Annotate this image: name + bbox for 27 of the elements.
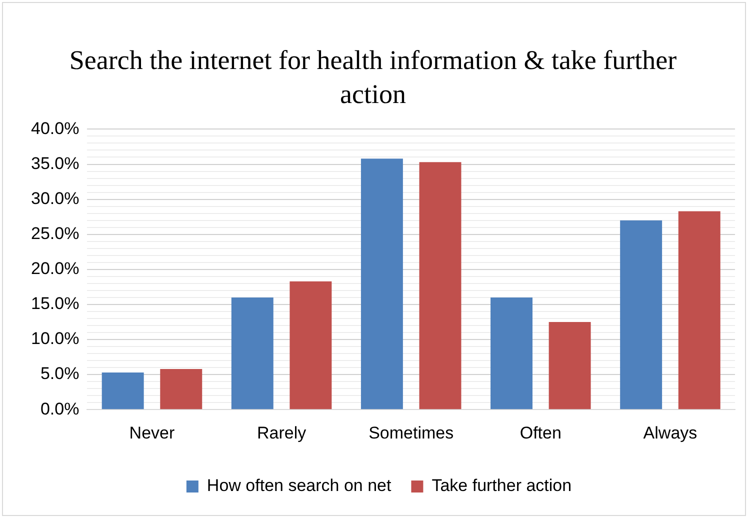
y-tick-label: 10.0% (31, 329, 80, 348)
y-tick-label: 15.0% (31, 294, 80, 314)
chart-title: Search the internet for health information & take further action (68, 44, 678, 111)
bar (360, 158, 403, 410)
y-tick-label: 0.0% (40, 399, 80, 418)
x-tick-label: Never (129, 423, 175, 442)
y-tick-label: 5.0% (40, 364, 80, 384)
legend-label: Take further action (432, 476, 572, 496)
y-tick-label: 35.0% (31, 154, 80, 173)
bar (290, 281, 332, 410)
y-tick-label: 40.0% (31, 118, 80, 138)
bar (548, 322, 591, 410)
bar (419, 162, 462, 410)
bar (490, 297, 532, 410)
y-tick-label: 20.0% (31, 259, 80, 278)
x-tick-label: Always (643, 423, 698, 442)
bar (160, 368, 202, 410)
x-tick-label: Sometimes (368, 423, 454, 442)
bar (231, 297, 274, 410)
bar (102, 372, 144, 410)
bar (678, 211, 720, 410)
y-tick-label: 25.0% (31, 224, 80, 244)
x-tick-label: Often (520, 423, 562, 442)
bar (620, 220, 662, 410)
legend-label: How often search on net (206, 476, 392, 496)
x-tick-label: Rarely (256, 423, 307, 442)
y-tick-label: 30.0% (31, 188, 80, 208)
